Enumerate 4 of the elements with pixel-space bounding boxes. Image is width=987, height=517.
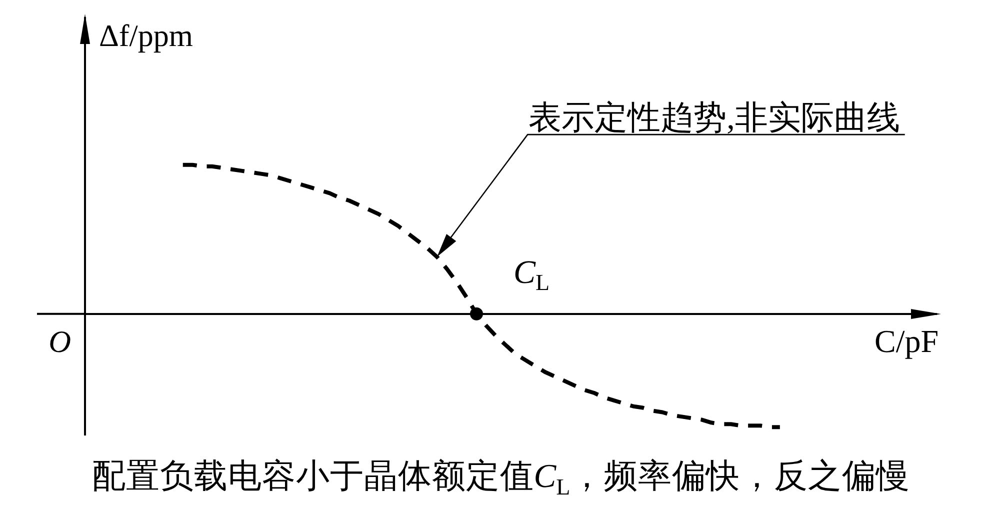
y-axis-title: Δf/ppm (99, 18, 193, 53)
text: O (48, 324, 72, 359)
text: 表示定性趋势,非实际曲线 (528, 100, 900, 137)
x-axis-title: C/pF (874, 322, 938, 359)
